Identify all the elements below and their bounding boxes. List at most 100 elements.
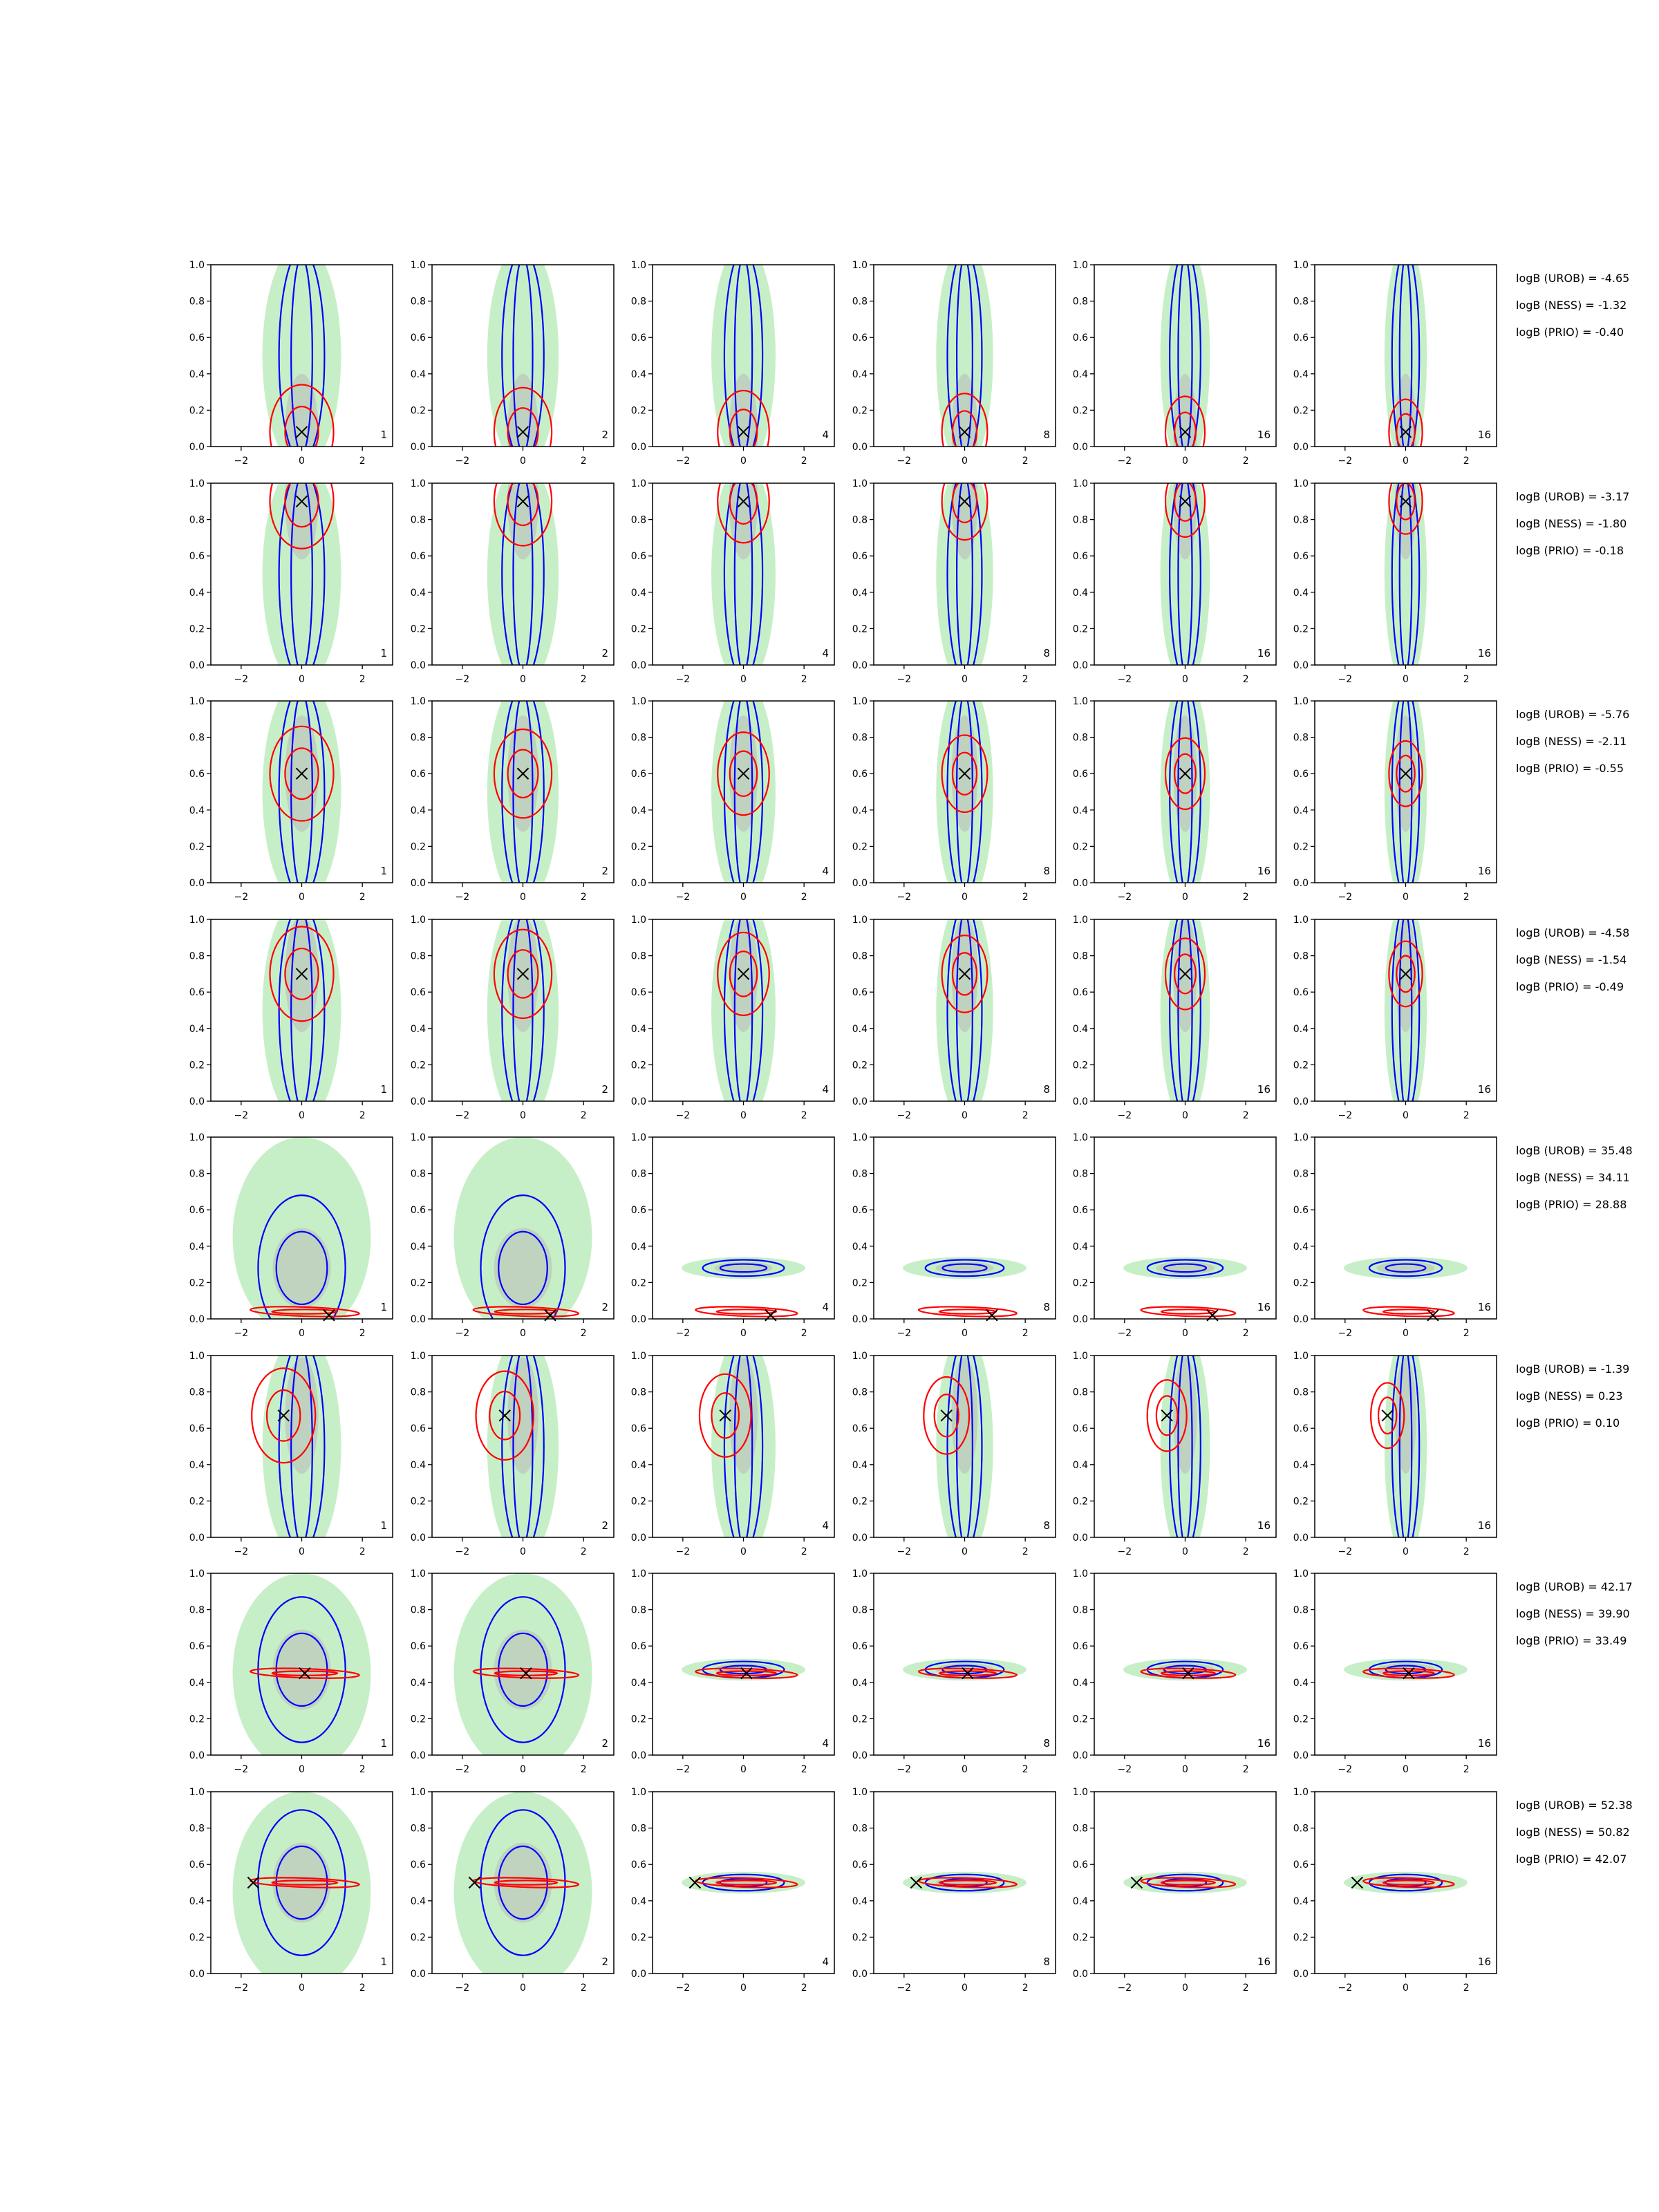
- true-value-marker: [520, 1667, 532, 1680]
- y-tick-label: 0.8: [1293, 1169, 1309, 1180]
- x-tick-label: 0: [962, 1983, 968, 1994]
- x-tick-label: 2: [359, 1983, 366, 1994]
- y-tick-label: 0.6: [852, 1859, 868, 1871]
- panel-count-label: 2: [601, 1301, 608, 1313]
- panel-contours: [1146, 1356, 1210, 1537]
- x-tick-label: 0: [299, 674, 305, 685]
- red-contour-inner: [1377, 1396, 1398, 1435]
- panel-r5-c1: 1 −2 0 2 0.0 0.2 0.4 0.6 0.8 1.0: [189, 1132, 393, 1339]
- true-value-marker: [516, 767, 529, 780]
- logb-annotation-row-5: logB (UROB) = 35.48 logB (NESS) = 34.11 lo…: [1516, 1144, 1633, 1211]
- y-tick-label: 0.8: [1073, 1387, 1088, 1398]
- y-tick-label: 0.2: [189, 1277, 205, 1288]
- blue-contour-outer: [480, 1194, 566, 1319]
- y-tick-label: 0.8: [189, 733, 205, 744]
- y-tick-label: 1.0: [631, 478, 646, 489]
- x-tick-label: 0: [1182, 456, 1188, 467]
- panel-r6-c2: 2 −2 0 2 0.0 0.2 0.4 0.6 0.8 1.0: [411, 1351, 615, 1557]
- blue-contour-inner: [1398, 701, 1413, 883]
- panel-contours: [711, 701, 776, 883]
- panel-r8-c6: 16 −2 0 2 0.0 0.2 0.4 0.6 0.8 1.0: [1293, 1787, 1497, 1994]
- x-tick-label: −2: [234, 1983, 249, 1994]
- true-value-marker: [498, 1409, 511, 1422]
- red-contour-outer: [717, 931, 770, 1016]
- y-tick-label: 0.4: [189, 1896, 205, 1907]
- red-contour-outer: [493, 483, 553, 547]
- panel-r7-c1: 1 −2 0 2 0.0 0.2 0.4 0.6 0.8 1.0: [189, 1568, 393, 1775]
- y-tick-label: 0.6: [852, 987, 868, 998]
- density-fill-outer: [487, 483, 559, 665]
- x-tick-label: 0: [299, 892, 305, 903]
- x-tick-label: 2: [1243, 674, 1249, 685]
- blue-contour-outer: [278, 1356, 326, 1537]
- x-tick-label: 2: [801, 1983, 807, 1994]
- y-tick-label: 0.4: [852, 1241, 868, 1253]
- red-contour-outer: [941, 734, 988, 814]
- red-contour-inner: [715, 1670, 778, 1676]
- panel-r6-c5: 16 −2 0 2 0.0 0.2 0.4 0.6 0.8 1.0: [1073, 1351, 1277, 1557]
- red-contour-outer: [941, 393, 988, 447]
- x-tick-label: 0: [962, 674, 968, 685]
- blue-contour-inner: [290, 265, 313, 447]
- y-tick-label: 0.6: [189, 1205, 205, 1216]
- y-tick-label: 0.4: [1293, 1678, 1309, 1689]
- panel-count-label: 16: [1478, 1083, 1491, 1096]
- y-tick-label: 0.8: [631, 951, 646, 962]
- true-value-marker: [299, 1667, 311, 1680]
- red-contour-outer: [251, 1367, 317, 1464]
- logb-annotation-row-3: logB (UROB) = -5.76 logB (NESS) = -2.11 lo…: [1516, 708, 1629, 775]
- red-contour-outer: [695, 1306, 798, 1318]
- red-contour-outer: [717, 483, 770, 544]
- blue-contour-outer: [1169, 919, 1201, 1101]
- y-tick-label: 0.4: [852, 805, 868, 816]
- y-tick-label: 0.6: [1293, 1641, 1309, 1652]
- panel-r4-c3: 4 −2 0 2 0.0 0.2 0.4 0.6 0.8 1.0: [631, 915, 835, 1121]
- y-tick-label: 0.2: [411, 841, 426, 852]
- logb-text: logB (PRIO) = -0.18: [1516, 544, 1624, 557]
- panel-contours: [1369, 1356, 1427, 1537]
- logb-annotation-row-6: logB (UROB) = -1.39 logB (NESS) = 0.23 log…: [1516, 1362, 1629, 1430]
- panel-contours: [453, 1792, 592, 1974]
- x-tick-label: −2: [234, 456, 249, 467]
- y-tick-label: 0.0: [189, 1750, 205, 1761]
- blue-contour-outer: [924, 1259, 1005, 1277]
- panel-r3-c3: 4 −2 0 2 0.0 0.2 0.4 0.6 0.8 1.0: [631, 696, 835, 903]
- x-tick-label: 0: [962, 1110, 968, 1121]
- y-tick-label: 0.8: [852, 1169, 868, 1180]
- panel-count-label: 8: [1043, 1737, 1050, 1750]
- x-tick-label: 0: [962, 1764, 968, 1775]
- y-tick-label: 0.2: [1073, 1277, 1088, 1288]
- x-tick-label: 2: [1022, 456, 1029, 467]
- panel-count-label: 1: [380, 1519, 387, 1532]
- x-tick-label: 0: [740, 892, 747, 903]
- y-tick-label: 0.4: [852, 588, 868, 599]
- true-value-marker: [1182, 1667, 1194, 1680]
- logb-text: logB (UROB) = -4.65: [1516, 272, 1629, 285]
- x-tick-label: 0: [520, 674, 526, 685]
- blue-contour-outer: [946, 701, 983, 883]
- y-tick-label: 0.4: [631, 588, 646, 599]
- true-value-marker: [295, 767, 308, 780]
- red-contour-inner: [1174, 753, 1197, 794]
- y-tick-label: 0.4: [189, 1024, 205, 1035]
- y-tick-label: 0.6: [852, 1205, 868, 1216]
- x-tick-label: −2: [1338, 1546, 1353, 1557]
- panel-r3-c5: 16 −2 0 2 0.0 0.2 0.4 0.6 0.8 1.0: [1073, 696, 1277, 903]
- density-fill-inner: [285, 483, 319, 560]
- blue-contour-inner: [1398, 483, 1413, 665]
- red-contour-inner: [729, 483, 758, 525]
- true-value-marker: [958, 495, 971, 508]
- panel-contours: [1160, 265, 1210, 447]
- y-tick-label: 1.0: [189, 1132, 205, 1143]
- red-contour-inner: [729, 950, 758, 997]
- x-tick-label: −2: [1338, 1764, 1353, 1775]
- blue-contour-inner: [1385, 1263, 1427, 1273]
- red-contour-inner: [507, 483, 539, 527]
- y-tick-label: 0.2: [411, 405, 426, 416]
- panel-count-label: 8: [1043, 1519, 1050, 1532]
- y-tick-label: 0.6: [411, 551, 426, 562]
- panel-contours: [453, 1137, 592, 1319]
- x-tick-label: 2: [1243, 1110, 1249, 1121]
- blue-contour-outer: [1146, 1259, 1224, 1277]
- logb-text: logB (NESS) = -2.11: [1516, 735, 1627, 748]
